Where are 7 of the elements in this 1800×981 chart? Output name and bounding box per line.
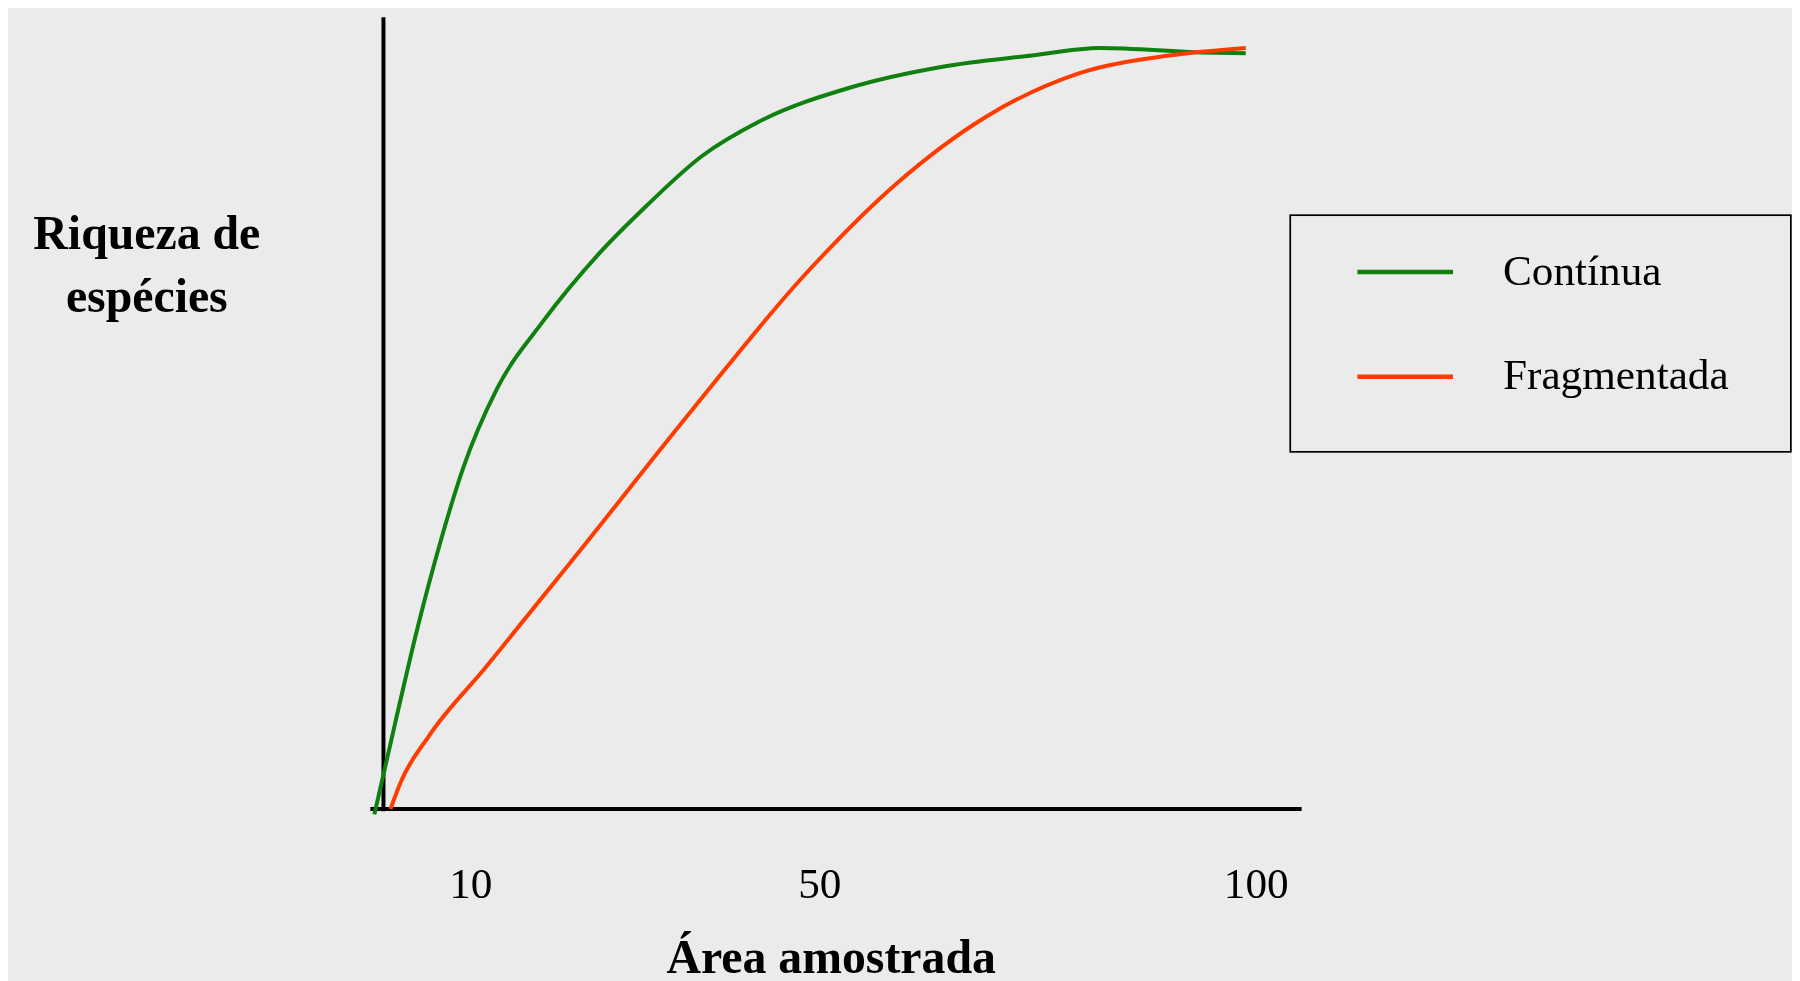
y-axis-title: Riqueza de espécies [33, 206, 261, 322]
x-axis-title: Área amostrada [666, 929, 996, 981]
legend-label: Contínua [1503, 245, 1662, 294]
legend-label: Fragmentada [1503, 350, 1729, 399]
x-tick-label: 10 [449, 858, 493, 907]
x-tick-label: 100 [1223, 858, 1289, 907]
x-tick-label: 50 [798, 858, 842, 907]
